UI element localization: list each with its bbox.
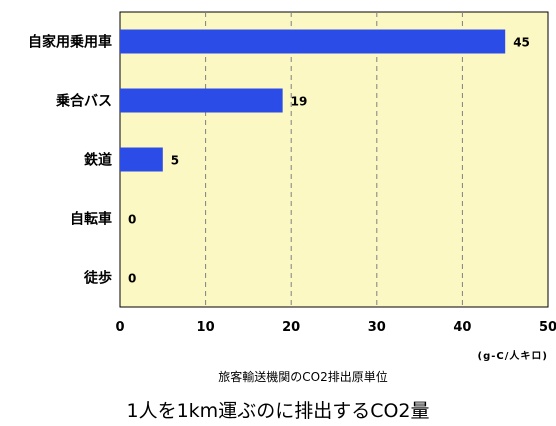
data-label: 19 bbox=[291, 95, 308, 109]
bar bbox=[120, 29, 506, 54]
category-label: 乗合バス bbox=[55, 93, 112, 110]
x-tick-label: 10 bbox=[197, 320, 215, 335]
x-tick-label: 50 bbox=[539, 320, 556, 335]
unit-label: (g-C/人キロ) bbox=[477, 351, 548, 362]
x-tick-label: 20 bbox=[282, 320, 300, 335]
category-label: 鉄道 bbox=[84, 152, 112, 169]
x-tick-labels: 0 10 20 30 40 50 bbox=[115, 320, 556, 335]
x-tick-label: 30 bbox=[368, 320, 386, 335]
data-label: 0 bbox=[128, 213, 136, 227]
bar bbox=[120, 147, 163, 172]
data-label: 5 bbox=[171, 154, 179, 168]
category-label: 自転車 bbox=[70, 211, 112, 228]
bar bbox=[120, 88, 283, 113]
x-tick-label: 0 bbox=[115, 320, 124, 335]
data-labels: 45 19 5 0 0 bbox=[128, 36, 530, 286]
gridlines bbox=[205, 12, 463, 307]
chart-subtitle: 旅客輸送機関のCO2排出原単位 bbox=[218, 370, 388, 384]
category-label: 自家用乗用車 bbox=[28, 34, 112, 51]
category-label: 徒歩 bbox=[83, 270, 112, 287]
chart-title: 1人を1km運ぶのに排出するCO2量 bbox=[126, 400, 430, 422]
data-label: 0 bbox=[128, 272, 136, 286]
plot-area bbox=[119, 11, 549, 308]
x-tick-label: 40 bbox=[453, 320, 471, 335]
bars bbox=[120, 29, 506, 172]
data-label: 45 bbox=[513, 36, 530, 50]
